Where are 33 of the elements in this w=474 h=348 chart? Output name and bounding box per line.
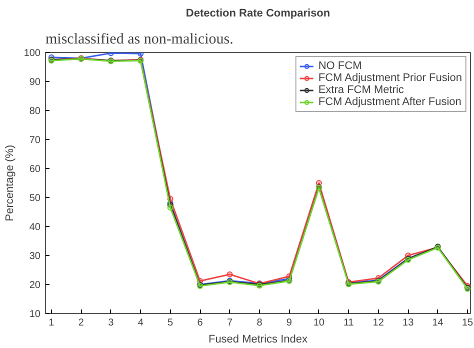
x-tick-label: 4: [138, 318, 144, 328]
x-tick-label: 13: [402, 318, 414, 328]
x-axis-title: Fused Metrics Index: [208, 334, 308, 346]
y-tick-label: 90: [29, 77, 41, 88]
text: misclassified as non-malicious.: [46, 32, 234, 48]
legend-label: FCM Adjustment After Fusion: [318, 96, 462, 108]
x-tick-label: 6: [197, 318, 204, 328]
y-axis-title: Percentage (%): [4, 144, 16, 222]
y-tick-label: 50: [29, 193, 41, 204]
y-tick-label: 70: [29, 135, 41, 146]
chart-title: Detection Rate Comparison: [186, 8, 330, 20]
x-tick-label: 1: [48, 318, 55, 328]
x-tick-label: 12: [372, 318, 384, 328]
x-tick-label: 5: [168, 318, 174, 328]
y-tick-label: 40: [29, 222, 41, 233]
legend-label: NO FCM: [318, 60, 362, 72]
y-tick-label: 10: [29, 309, 41, 320]
y-tick-label: 100: [24, 48, 41, 59]
y-tick-label: 60: [29, 164, 41, 175]
y-tick-label: 80: [29, 106, 41, 117]
x-tick-label: 3: [108, 318, 114, 328]
x-tick-label: 14: [432, 318, 444, 328]
legend-label: FCM Adjustment Prior Fusion: [318, 72, 462, 84]
x-tick-label: 11: [343, 318, 354, 328]
x-tick-label: 15: [462, 318, 474, 328]
y-tick-label: 30: [29, 251, 41, 262]
legend-label: Extra FCM Metric: [318, 84, 404, 96]
x-tick-label: 10: [313, 318, 325, 328]
x-tick-label: 2: [78, 318, 84, 328]
x-tick-label: 8: [256, 318, 263, 328]
y-tick-label: 20: [29, 280, 41, 291]
x-tick-label: 7: [226, 318, 233, 328]
x-tick-label: 9: [286, 318, 292, 328]
